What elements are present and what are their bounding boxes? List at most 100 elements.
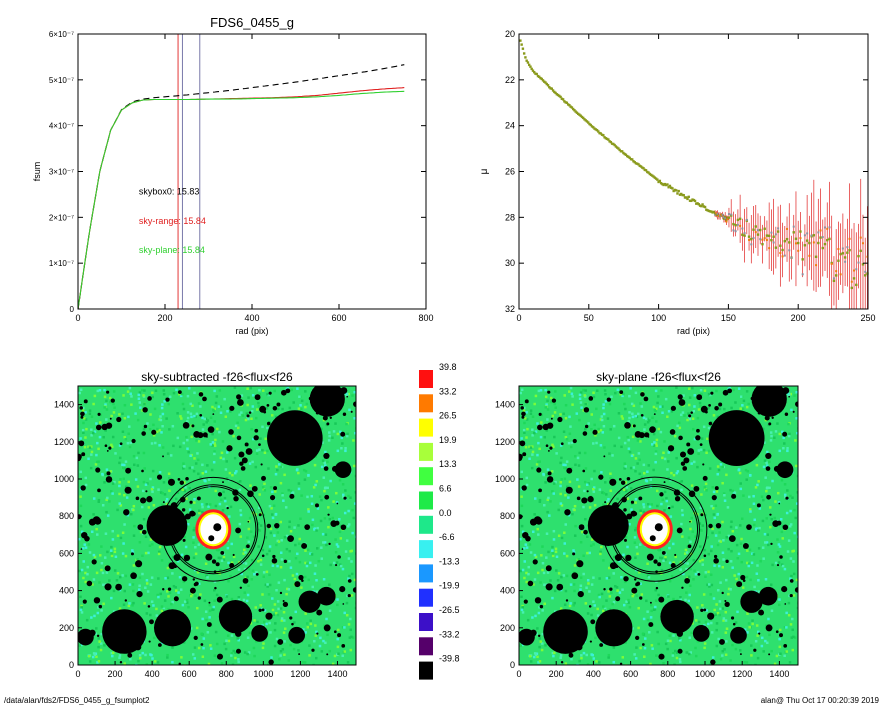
profile-point bbox=[855, 283, 858, 287]
profile-point-alt bbox=[792, 225, 795, 228]
noise-pixel bbox=[80, 643, 83, 647]
noise-pixel bbox=[136, 558, 139, 561]
noise-pixel bbox=[523, 576, 526, 580]
noise-pixel bbox=[524, 445, 528, 449]
masked-source bbox=[162, 455, 164, 458]
noise-pixel bbox=[322, 578, 326, 581]
noise-pixel bbox=[788, 594, 791, 598]
noise-pixel bbox=[208, 603, 212, 607]
noise-pixel bbox=[124, 485, 128, 489]
colorbar-swatch bbox=[419, 418, 433, 437]
noise-pixel bbox=[737, 572, 740, 576]
noise-pixel bbox=[144, 551, 148, 555]
masked-source-large bbox=[193, 431, 200, 438]
noise-pixel bbox=[280, 539, 283, 542]
noise-pixel bbox=[579, 584, 583, 588]
noise-pixel bbox=[732, 388, 735, 392]
noise-pixel bbox=[769, 525, 772, 529]
noise-pixel bbox=[669, 639, 672, 643]
noise-pixel bbox=[208, 478, 211, 481]
noise-pixel bbox=[783, 483, 787, 486]
masked-source bbox=[80, 411, 85, 417]
noise-pixel bbox=[546, 468, 550, 471]
noise-pixel bbox=[160, 605, 164, 608]
masked-source bbox=[534, 597, 542, 604]
noise-pixel bbox=[559, 607, 563, 610]
masked-source bbox=[342, 603, 345, 605]
profile-point bbox=[741, 233, 744, 236]
noise-pixel bbox=[109, 470, 113, 473]
noise-pixel bbox=[609, 472, 612, 475]
noise-pixel bbox=[97, 498, 101, 502]
profile-point-alt bbox=[736, 223, 739, 226]
noise-pixel bbox=[602, 605, 605, 608]
noise-pixel bbox=[584, 517, 587, 521]
masked-source-large bbox=[776, 461, 794, 479]
noise-pixel bbox=[296, 387, 299, 390]
noise-pixel bbox=[615, 586, 619, 589]
noise-pixel bbox=[585, 586, 588, 589]
noise-pixel bbox=[220, 559, 224, 563]
noise-pixel bbox=[688, 396, 692, 399]
noise-pixel bbox=[146, 422, 149, 425]
x-tick-label: 1400 bbox=[769, 669, 789, 679]
profile-point-alt bbox=[808, 254, 811, 257]
noise-pixel bbox=[95, 422, 98, 425]
noise-pixel bbox=[544, 644, 547, 647]
profile-point bbox=[711, 211, 714, 214]
noise-pixel bbox=[145, 612, 149, 615]
noise-pixel bbox=[637, 626, 640, 630]
noise-pixel bbox=[525, 571, 528, 575]
noise-pixel bbox=[636, 552, 639, 556]
masked-source bbox=[329, 416, 332, 419]
noise-pixel bbox=[706, 583, 709, 587]
noise-pixel bbox=[213, 444, 217, 447]
noise-pixel bbox=[621, 394, 624, 398]
masked-source bbox=[336, 502, 339, 505]
profile-point bbox=[752, 228, 755, 231]
noise-pixel bbox=[335, 491, 338, 495]
y-tick-label: 600 bbox=[500, 548, 515, 558]
profile-point bbox=[638, 164, 641, 168]
noise-pixel bbox=[146, 482, 149, 485]
noise-pixel bbox=[192, 541, 195, 544]
noise-pixel bbox=[268, 549, 271, 553]
noise-pixel bbox=[216, 427, 219, 431]
noise-pixel bbox=[124, 460, 128, 463]
noise-pixel bbox=[734, 621, 738, 624]
noise-pixel bbox=[564, 463, 567, 467]
masked-source bbox=[258, 608, 262, 612]
profile-point bbox=[710, 210, 713, 213]
noise-pixel bbox=[630, 402, 634, 406]
noise-pixel bbox=[785, 626, 788, 629]
noise-pixel bbox=[789, 577, 792, 580]
noise-pixel bbox=[543, 435, 547, 439]
masked-source bbox=[538, 488, 542, 493]
noise-pixel bbox=[646, 574, 650, 578]
noise-pixel bbox=[552, 529, 556, 533]
noise-pixel bbox=[288, 549, 291, 553]
noise-pixel bbox=[189, 412, 193, 416]
noise-pixel bbox=[188, 508, 192, 511]
noise-pixel bbox=[533, 497, 537, 500]
noise-pixel bbox=[190, 594, 193, 598]
noise-pixel bbox=[599, 552, 602, 556]
noise-pixel bbox=[541, 561, 545, 565]
noise-pixel bbox=[719, 607, 722, 611]
noise-pixel bbox=[689, 540, 692, 544]
noise-pixel bbox=[149, 477, 152, 481]
noise-pixel bbox=[82, 576, 85, 580]
noise-pixel bbox=[261, 425, 264, 429]
noise-pixel bbox=[609, 476, 612, 480]
noise-pixel bbox=[321, 441, 324, 444]
noise-pixel bbox=[219, 456, 223, 460]
noise-pixel bbox=[528, 445, 531, 448]
noise-pixel bbox=[220, 451, 224, 455]
profile-point-alt bbox=[790, 256, 793, 259]
noise-pixel bbox=[770, 517, 773, 521]
noise-pixel bbox=[654, 605, 657, 609]
noise-pixel bbox=[778, 449, 781, 453]
profile-point-alt bbox=[759, 238, 762, 241]
masked-source bbox=[202, 432, 208, 438]
noise-pixel bbox=[575, 412, 579, 415]
